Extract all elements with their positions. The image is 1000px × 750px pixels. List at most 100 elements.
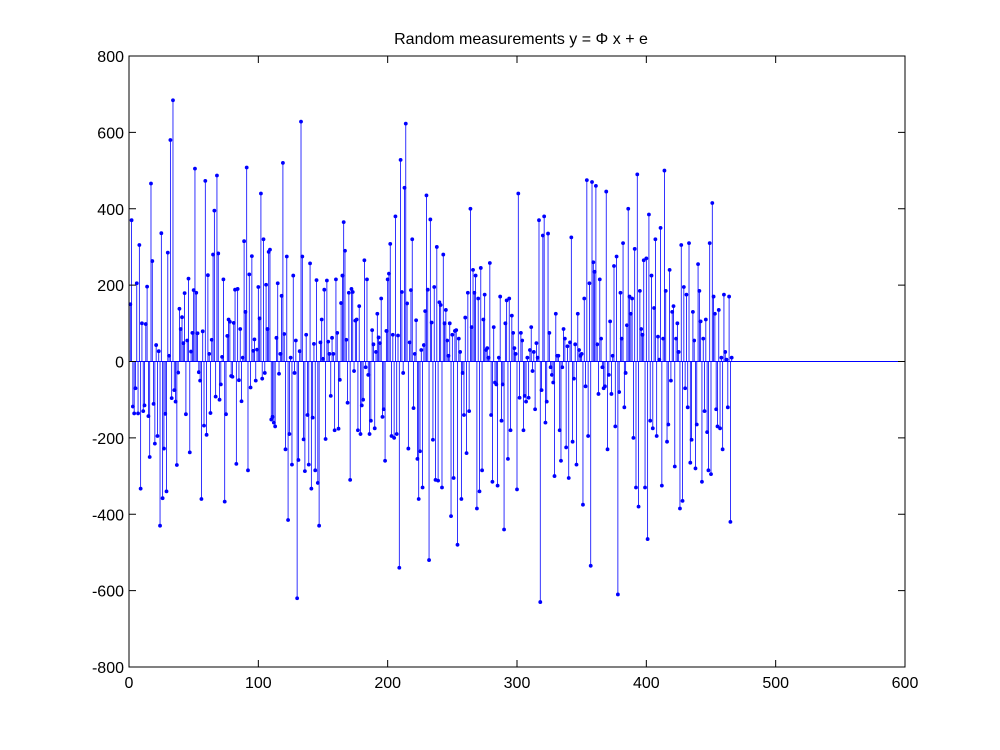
stem-marker [591,260,596,265]
stem-marker [476,296,481,301]
stem-marker [496,355,501,360]
stem-marker [719,355,724,360]
stem-marker [337,377,342,382]
stem-marker [615,592,620,597]
stem-marker [588,563,593,568]
stem-marker [678,506,682,511]
stem-marker [330,335,334,340]
stem-marker [274,335,279,340]
stem-marker [485,346,490,351]
stem-marker [653,237,658,242]
stem-marker [358,432,363,436]
stem-marker [164,489,169,494]
stem-marker [149,181,153,186]
stem-marker [459,497,464,501]
stem-marker [581,502,585,507]
stem-marker [587,281,592,286]
stem-marker [154,343,159,347]
stem-marker [215,173,219,178]
stem-marker [565,344,570,349]
stem-marker [243,309,248,314]
stem-marker [265,327,270,331]
stem-marker [572,376,576,381]
stem-marker [162,446,166,451]
stem-marker [436,478,441,483]
stem-marker [326,339,331,344]
stem-marker [709,472,713,477]
stem-marker [540,233,545,238]
stem-marker [301,437,306,442]
stem-marker [173,399,178,404]
y-tick-label: 400 [97,202,124,219]
stem-marker [698,319,703,324]
stem-marker [384,329,389,333]
stem-marker [147,455,152,459]
stem-marker [658,225,663,230]
stem-marker [174,463,179,467]
stem-marker [359,403,364,408]
stem-marker [509,313,514,318]
stem-marker [706,468,711,473]
stem-marker [334,277,338,282]
stem-marker [542,214,547,219]
stem-marker [340,273,345,278]
stem-marker [684,292,689,297]
stem-marker [414,318,419,323]
stem-marker [639,327,644,331]
stem-marker [687,241,691,246]
stem-marker [381,407,386,412]
stem-marker [328,393,333,398]
stem-marker [575,311,580,316]
stem-marker [293,338,298,343]
stem-marker [561,327,566,331]
stem-marker [264,282,268,287]
stem-marker [346,290,351,295]
stem-marker [537,218,541,223]
stem-marker [503,321,508,326]
stem-marker [570,439,575,444]
stem-marker [159,231,164,236]
stem-marker [467,409,472,414]
stem-marker [502,527,506,532]
stem-marker [552,474,557,478]
stem-marker [725,405,730,410]
stem-marker [489,413,494,417]
stem-marker [724,357,729,362]
stem-marker [728,519,733,524]
stem-marker [178,327,183,331]
stem-marker [508,428,513,433]
stem-marker [341,220,346,225]
stem-marker [460,371,465,375]
stem-marker [683,386,688,391]
stem-marker [323,437,328,441]
stem-marker [720,447,725,452]
stem-marker [349,287,354,291]
stem-marker [399,290,404,294]
stem-marker [155,434,160,438]
stem-marker [458,350,462,354]
stem-marker [562,336,567,341]
stem-marker [714,407,719,412]
stem-marker [647,212,651,217]
stem-marker [261,237,266,242]
stem-marker [191,288,196,292]
stem-marker [518,330,523,335]
stem-marker [129,218,134,223]
stem-marker [697,288,702,293]
stem-marker [614,254,619,259]
stem-marker [259,191,263,196]
stem-marker [524,399,528,404]
stem-marker [464,451,469,456]
stem-marker [605,447,610,452]
stem-marker [628,311,633,316]
stem-marker [689,437,694,442]
stem-marker [420,485,425,490]
stem-marker [556,353,561,358]
stem-marker [477,489,482,494]
stem-marker [593,183,598,188]
stem-marker [242,239,247,244]
stem-marker [592,269,597,274]
stem-marker [722,292,726,297]
stem-marker [253,378,258,383]
stem-marker [667,267,672,272]
